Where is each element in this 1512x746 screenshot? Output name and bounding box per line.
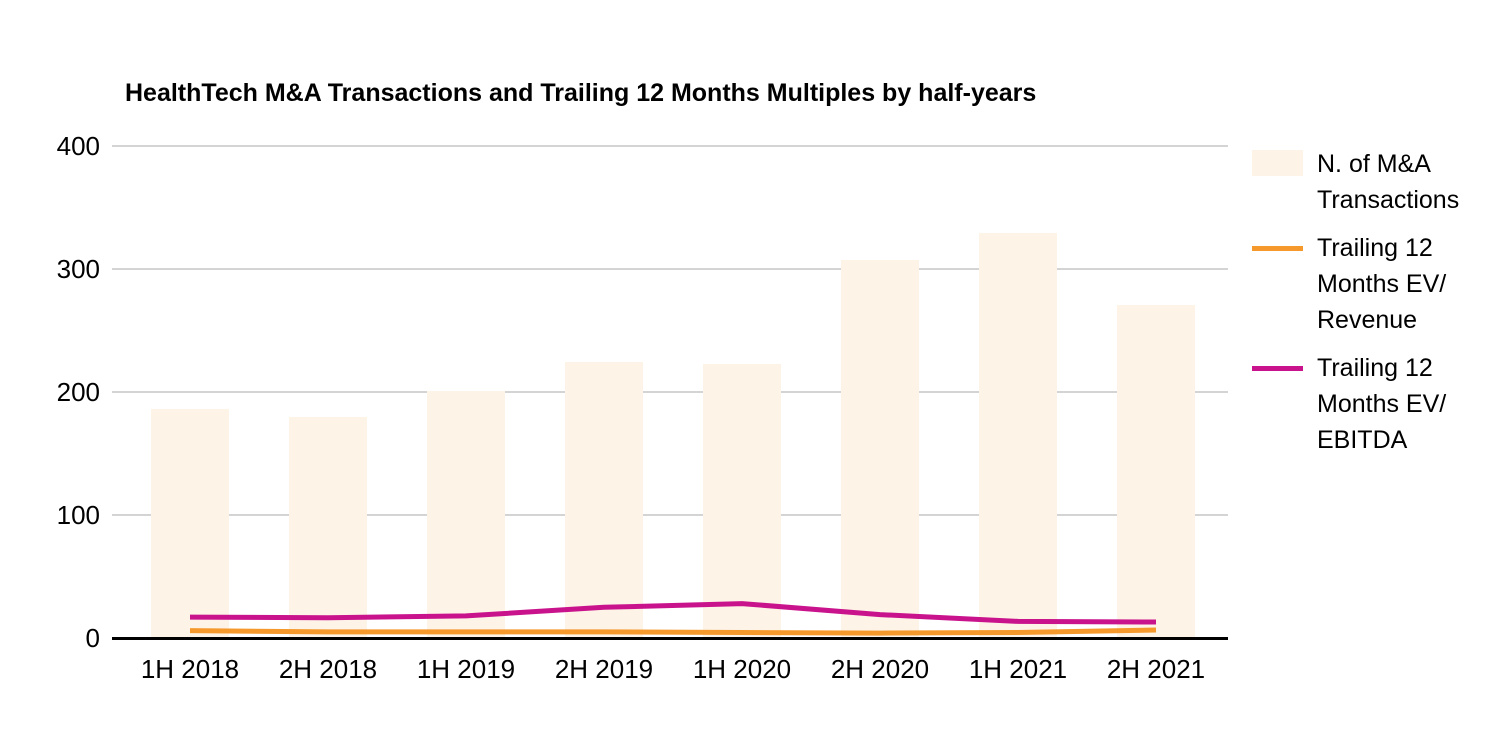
bar-2h-2021 xyxy=(1117,304,1195,637)
legend-item-trailing-12-months-ev-revenue: Trailing 12 Months EV/Revenue xyxy=(1252,230,1504,338)
legend-label-line: N. of M&A xyxy=(1317,150,1431,178)
legend-label-line: Revenue xyxy=(1317,306,1418,334)
legend-label-line: EBITDA xyxy=(1317,426,1408,454)
bar-2h-2018 xyxy=(289,416,367,637)
legend-label: Trailing 12 Months EV/EBITDA xyxy=(1317,350,1446,458)
legend-swatch-column xyxy=(1252,146,1317,176)
gridline-300 xyxy=(112,268,1228,270)
x-axis-tick-label-2h-2021: 2H 2021 xyxy=(1106,654,1206,684)
legend-label: N. of M&A Transactions xyxy=(1317,146,1459,218)
legend-line-swatch-icon xyxy=(1252,246,1303,251)
legend-swatch-column xyxy=(1252,350,1317,371)
legend-label: Trailing 12 Months EV/Revenue xyxy=(1317,230,1446,338)
bar-2h-2020 xyxy=(841,260,919,637)
chart-title: HealthTech M&A Transactions and Trailing… xyxy=(125,79,1037,107)
legend-item-trailing-12-months-ev-ebitda: Trailing 12 Months EV/EBITDA xyxy=(1252,350,1504,458)
x-axis-tick-label-1h-2021: 1H 2021 xyxy=(968,654,1068,684)
legend-label-line: Trailing 12 xyxy=(1317,354,1433,382)
bar-1h-2021 xyxy=(979,233,1057,637)
legend-label-line: Months EV/ xyxy=(1317,270,1447,298)
legend-label-line: Trailing 12 xyxy=(1317,234,1433,262)
y-axis-tick-label-300: 300 xyxy=(56,254,100,284)
x-axis-line xyxy=(112,636,1228,640)
legend-label-line: Transactions xyxy=(1317,186,1460,214)
legend-line-swatch-icon xyxy=(1252,366,1303,371)
legend-label-line: Months EV/ xyxy=(1317,390,1447,418)
bar-2h-2019 xyxy=(565,362,643,637)
gridline-400 xyxy=(112,145,1228,147)
y-axis-tick-label-0: 0 xyxy=(85,623,100,653)
trailing-12-months-ev-revenue-line xyxy=(189,627,1157,636)
y-axis-tick-label-400: 400 xyxy=(56,131,100,161)
trailing-12-months-ev-ebitda-line xyxy=(189,601,1157,625)
x-axis-tick-label-2h-2020: 2H 2020 xyxy=(830,654,930,684)
x-axis-tick-label-1h-2020: 1H 2020 xyxy=(692,654,792,684)
gridline-200 xyxy=(112,391,1228,393)
legend-bar-swatch-icon xyxy=(1252,150,1303,176)
x-axis-tick-label-2h-2018: 2H 2018 xyxy=(278,654,378,684)
x-axis-tick-label-1h-2019: 1H 2019 xyxy=(416,654,516,684)
legend: N. of M&A Transactions Trailing 12 Months E… xyxy=(1252,146,1504,470)
bar-1h-2020 xyxy=(703,363,781,637)
bar-1h-2018 xyxy=(151,409,229,637)
y-axis-tick-label-200: 200 xyxy=(56,377,100,407)
bar-1h-2019 xyxy=(427,390,505,637)
x-axis-tick-label-1h-2018: 1H 2018 xyxy=(140,654,240,684)
legend-swatch-column xyxy=(1252,230,1317,251)
y-axis-tick-label-100: 100 xyxy=(56,500,100,530)
legend-item-n-of-m-a-transactions: N. of M&A Transactions xyxy=(1252,146,1504,218)
x-axis-tick-label-2h-2019: 2H 2019 xyxy=(554,654,654,684)
gridline-100 xyxy=(112,514,1228,516)
